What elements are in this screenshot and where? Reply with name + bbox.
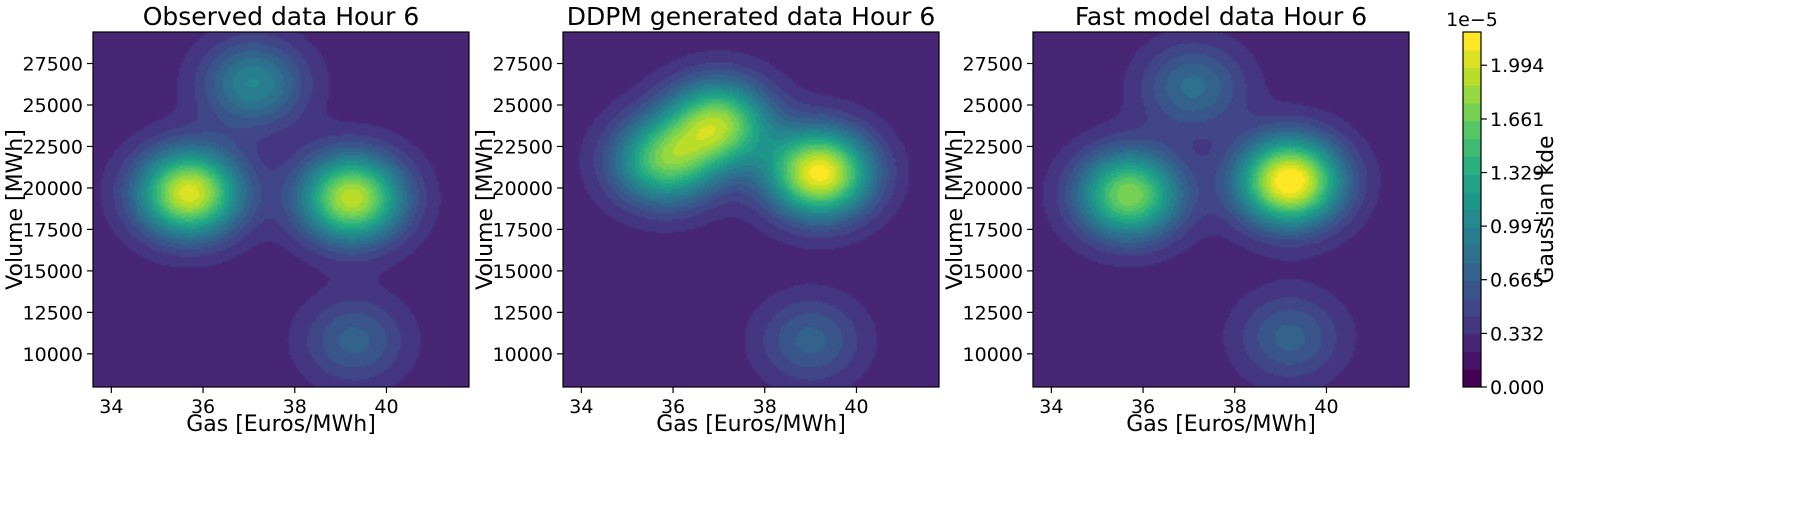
density-heatmap: [1033, 32, 1409, 387]
y-tick-label: 20000: [23, 178, 83, 200]
x-tick-label: 38: [753, 396, 777, 418]
y-tick-label: 10000: [963, 344, 1023, 366]
subplot-2: 34 36 38 40 10000 12500 15000 17500 20000 22500 25…: [473, 2, 940, 437]
y-tick-label: 20000: [963, 178, 1023, 200]
colorbar-segment: [1463, 49, 1481, 68]
colorbar-segment: [1463, 67, 1481, 86]
colorbar: 0.000 0.332 0.665 0.997 1.329 1.661 1.994 1e−5 G…: [1446, 9, 1559, 399]
colorbar-segment: [1463, 245, 1481, 264]
colorbar-segment: [1463, 298, 1481, 317]
x-axis-label: Gas [Euros/MWh]: [1126, 412, 1316, 437]
colorbar-segment: [1463, 316, 1481, 335]
plot-frame: [1032, 31, 1410, 388]
y-tick-label: 15000: [493, 261, 553, 283]
x-tick-label: 34: [1039, 396, 1063, 418]
colorbar-segment: [1463, 191, 1481, 210]
y-tick-label: 10000: [493, 344, 553, 366]
x-tick-label: 34: [99, 396, 123, 418]
y-tick-label: 25000: [963, 95, 1023, 117]
colorbar-segment: [1463, 32, 1481, 51]
colorbar-tick-label: 0.332: [1490, 323, 1544, 345]
plot-title: DDPM generated data Hour 6: [567, 2, 936, 31]
y-tick-label: 12500: [23, 302, 83, 324]
y-tick-label: 17500: [963, 219, 1023, 241]
x-tick-label: 40: [1314, 396, 1338, 418]
y-axis-label: Volume [MWh]: [473, 129, 498, 290]
y-axis-label: Volume [MWh]: [3, 129, 28, 290]
x-tick-label: 34: [569, 396, 593, 418]
density-heatmap: [563, 32, 939, 387]
y-tick-label: 27500: [493, 54, 553, 76]
y-tick-label: 10000: [23, 344, 83, 366]
colorbar-tick-label: 1.661: [1490, 109, 1544, 131]
colorbar-segment: [1463, 103, 1481, 122]
y-tick-label: 12500: [963, 302, 1023, 324]
subplot-1: 34 36 38 40 10000 12500 15000 17500 20000 22500 25…: [3, 2, 470, 437]
y-tick-label: 27500: [963, 54, 1023, 76]
y-tick-label: 17500: [493, 219, 553, 241]
colorbar-tick-label: 0.000: [1490, 377, 1544, 399]
x-tick-label: 40: [374, 396, 398, 418]
y-tick-label: 22500: [963, 136, 1023, 158]
colorbar-frame: [1462, 31, 1482, 388]
y-tick-label: 27500: [23, 54, 83, 76]
colorbar-label: Gaussian kde: [1534, 135, 1559, 283]
colorbar-segment: [1463, 138, 1481, 157]
x-tick-label: 36: [661, 396, 685, 418]
plot-frame: [92, 31, 470, 388]
colorbar-exponent: 1e−5: [1446, 9, 1498, 31]
colorbar-segment: [1463, 227, 1481, 246]
y-tick-label: 25000: [493, 95, 553, 117]
colorbar-segment: [1463, 333, 1481, 352]
colorbar-segment: [1463, 262, 1481, 281]
colorbar-segment: [1463, 280, 1481, 299]
x-tick-label: 36: [1131, 396, 1155, 418]
y-tick-label: 17500: [23, 219, 83, 241]
y-tick-label: 22500: [23, 136, 83, 158]
y-axis-label: Volume [MWh]: [943, 129, 968, 290]
x-axis-label: Gas [Euros/MWh]: [656, 412, 846, 437]
colorbar-segment: [1463, 156, 1481, 175]
plot-title: Observed data Hour 6: [143, 2, 420, 31]
x-tick-label: 36: [191, 396, 215, 418]
y-tick-label: 15000: [963, 261, 1023, 283]
plot-title: Fast model data Hour 6: [1075, 2, 1367, 31]
y-tick-label: 15000: [23, 261, 83, 283]
y-tick-label: 25000: [23, 95, 83, 117]
y-tick-label: 22500: [493, 136, 553, 158]
x-tick-label: 40: [844, 396, 868, 418]
density-heatmap: [93, 32, 469, 387]
subplot-3: 34 36 38 40 10000 12500 15000 17500 20000 22500 25…: [943, 2, 1410, 437]
colorbar-segment: [1463, 174, 1481, 193]
x-tick-label: 38: [283, 396, 307, 418]
colorbar-segment: [1463, 120, 1481, 139]
colorbar-tick-label: 1.329: [1490, 163, 1544, 185]
y-tick-label: 20000: [493, 178, 553, 200]
x-tick-label: 38: [1223, 396, 1247, 418]
colorbar-tick-label: 0.997: [1490, 216, 1544, 238]
colorbar-tick-label: 1.994: [1490, 55, 1544, 77]
plot-frame: [562, 31, 940, 388]
colorbar-segment: [1463, 369, 1481, 388]
colorbar-tick-label: 0.665: [1490, 270, 1544, 292]
colorbar-segment: [1463, 85, 1481, 104]
y-tick-label: 12500: [493, 302, 553, 324]
x-axis-label: Gas [Euros/MWh]: [186, 412, 376, 437]
colorbar-segment: [1463, 351, 1481, 370]
colorbar-segment: [1463, 209, 1481, 228]
